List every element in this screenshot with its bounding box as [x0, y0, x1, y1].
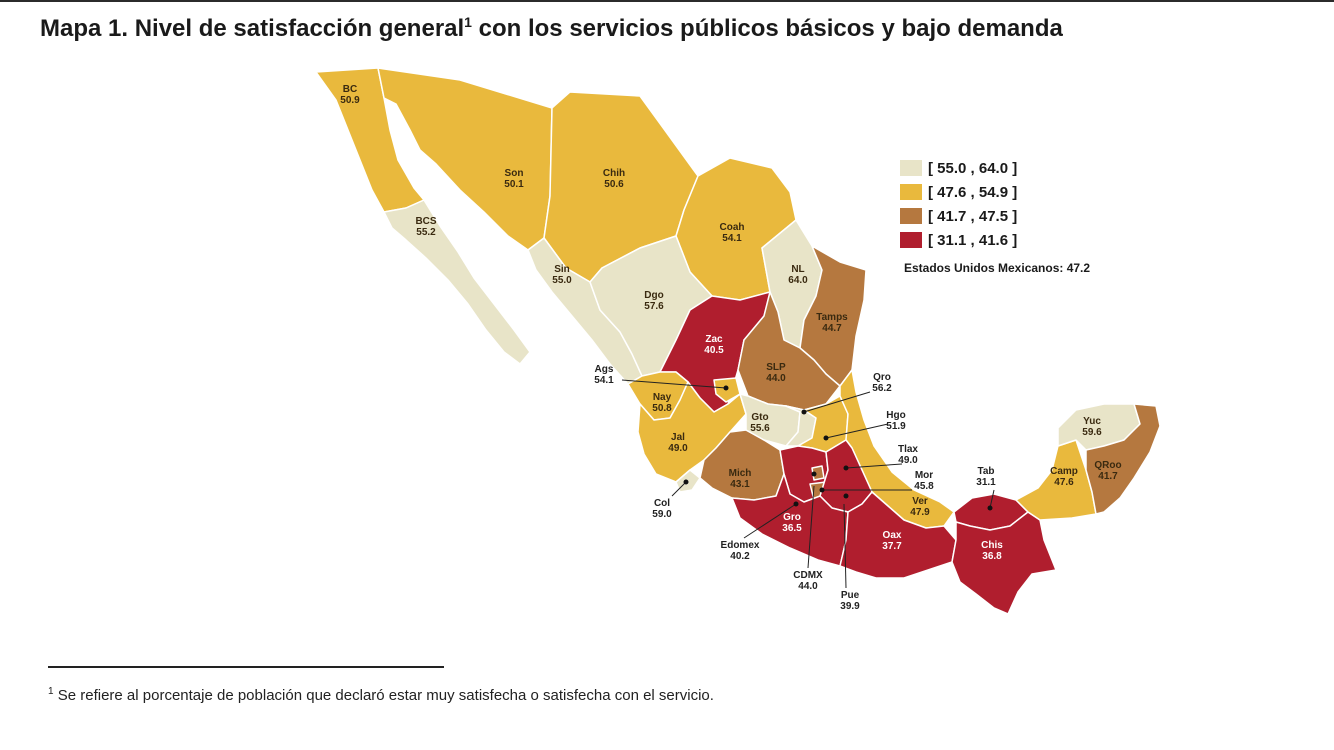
state-value-Chih: 50.6	[604, 179, 624, 190]
state-label-Chih: Chih	[603, 168, 625, 179]
title-text: Mapa 1. Nivel de satisfacción general	[40, 15, 465, 42]
state-label-Hgo: Hgo	[886, 410, 905, 421]
state-value-CDMX: 44.0	[798, 581, 818, 592]
state-label-Zac: Zac	[705, 334, 723, 345]
title-superscript: 1	[464, 14, 472, 30]
state-label-Mor: Mor	[915, 470, 933, 481]
state-value-Qro: 56.2	[872, 383, 892, 394]
state-value-Mor: 45.8	[914, 481, 934, 492]
state-BCS	[383, 199, 531, 365]
state-label-Camp: Camp	[1050, 466, 1078, 477]
leader-dots	[683, 385, 993, 511]
legend-label: [ 55.0 , 64.0 ]	[928, 159, 1018, 177]
state-value-Dgo: 57.6	[644, 301, 664, 312]
footnote-text: Se refiere al porcentaje de población qu…	[53, 687, 714, 704]
state-value-NL: 64.0	[788, 275, 808, 286]
state-label-Tab: Tab	[977, 466, 994, 477]
state-value-Oax: 37.7	[882, 541, 902, 552]
legend-label: [ 47.6 , 54.9 ]	[928, 183, 1018, 201]
national-average: Estados Unidos Mexicanos: 47.2	[904, 261, 1091, 275]
state-label-QRoo: QRoo	[1094, 460, 1121, 471]
state-label-Dgo: Dgo	[644, 290, 663, 301]
legend-swatch	[900, 208, 922, 224]
state-label-Ags: Ags	[595, 364, 614, 375]
state-label-Sin: Sin	[554, 264, 570, 275]
state-value-Edomex: 40.2	[730, 551, 750, 562]
state-value-Yuc: 59.6	[1082, 427, 1102, 438]
state-label-Qro: Qro	[873, 372, 891, 383]
footnote: 1 Se refiere al porcentaje de población …	[48, 686, 714, 704]
state-value-QRoo: 41.7	[1098, 471, 1118, 482]
state-QRoo	[1085, 403, 1161, 515]
state-label-Son: Son	[505, 168, 524, 179]
legend-item: [ 55.0 , 64.0 ]	[900, 156, 1017, 180]
state-Chis	[951, 511, 1057, 615]
state-label-Col: Col	[654, 498, 670, 509]
state-value-Ver: 47.9	[910, 507, 930, 518]
state-label-CDMX: CDMX	[793, 570, 823, 581]
footnote-superscript: 1	[48, 686, 54, 697]
state-label-Coah: Coah	[720, 222, 745, 233]
map-legend: [ 55.0 , 64.0 ] [ 47.6 , 54.9 ] [ 41.7 , 4…	[900, 156, 1017, 252]
state-label-Mich: Mich	[729, 468, 752, 479]
legend-swatch	[900, 160, 922, 176]
state-value-BCS: 55.2	[416, 227, 436, 238]
state-value-Chis: 36.8	[982, 551, 1002, 562]
state-label-BC: BC	[343, 84, 357, 95]
state-value-Jal: 49.0	[668, 443, 688, 454]
state-value-Nay: 50.8	[652, 403, 672, 414]
legend-item: [ 41.7 , 47.5 ]	[900, 204, 1017, 228]
state-value-Mich: 43.1	[730, 479, 750, 490]
legend-item: [ 47.6 , 54.9 ]	[900, 180, 1017, 204]
state-value-BC: 50.9	[340, 95, 360, 106]
state-label-Tamps: Tamps	[816, 312, 848, 323]
state-value-Son: 50.1	[504, 179, 524, 190]
state-label-Yuc: Yuc	[1083, 416, 1101, 427]
state-label-Oax: Oax	[883, 530, 902, 541]
state-label-Chis: Chis	[981, 540, 1003, 551]
legend-label: [ 41.7 , 47.5 ]	[928, 207, 1018, 225]
state-label-NL: NL	[791, 264, 804, 275]
legend-swatch	[900, 232, 922, 248]
state-value-Coah: 54.1	[722, 233, 742, 244]
legend-swatch	[900, 184, 922, 200]
title-text-rest: con los servicios públicos básicos y baj…	[471, 15, 1063, 42]
state-label-Pue: Pue	[841, 590, 860, 601]
state-label-Tlax: Tlax	[898, 444, 918, 455]
state-value-Gto: 55.6	[750, 423, 770, 434]
state-Gro	[731, 473, 849, 567]
state-label-Ver: Ver	[912, 496, 928, 507]
legend-item: [ 31.1 , 41.6 ]	[900, 228, 1017, 252]
state-label-Jal: Jal	[671, 432, 685, 443]
state-value-Tamps: 44.7	[822, 323, 842, 334]
state-label-Gro: Gro	[783, 512, 801, 523]
state-value-Camp: 47.6	[1054, 477, 1074, 488]
state-value-Gro: 36.5	[782, 523, 802, 534]
state-label-SLP: SLP	[766, 362, 786, 373]
state-value-Col: 59.0	[652, 509, 672, 520]
state-value-Zac: 40.5	[704, 345, 724, 356]
legend-label: [ 31.1 , 41.6 ]	[928, 231, 1018, 249]
leader-lines	[621, 379, 995, 589]
state-label-Edomex: Edomex	[721, 540, 760, 551]
state-value-Tab: 31.1	[976, 477, 996, 488]
map-title: Mapa 1. Nivel de satisfacción general1 c…	[40, 14, 1063, 43]
top-border	[0, 0, 1334, 2]
state-value-Hgo: 51.9	[886, 421, 906, 432]
state-label-Nay: Nay	[653, 392, 672, 403]
state-label-Gto: Gto	[751, 412, 768, 423]
state-value-Ags: 54.1	[594, 375, 614, 386]
footnote-rule	[48, 666, 444, 668]
state-value-Sin: 55.0	[552, 275, 572, 286]
state-label-BCS: BCS	[415, 216, 436, 227]
state-value-Pue: 39.9	[840, 601, 860, 612]
state-value-Tlax: 49.0	[898, 455, 918, 466]
state-value-SLP: 44.0	[766, 373, 786, 384]
